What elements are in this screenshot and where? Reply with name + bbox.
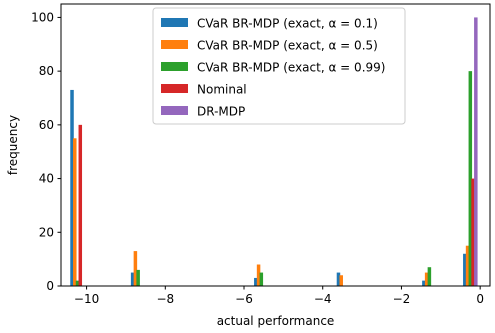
x-tick-label: 0 [476, 292, 484, 306]
bar-series-2-0 [75, 280, 80, 286]
legend: CVaR BR-MDP (exact, α = 0.1) CVaR BR-MDP … [152, 7, 406, 125]
x-axis-label: actual performance [217, 314, 335, 328]
y-tick-label: 20 [39, 225, 54, 239]
bar-series-1-0 [73, 138, 77, 286]
bar-series-0-4 [422, 280, 426, 286]
y-tick-label: 60 [39, 118, 54, 132]
y-axis: 0 20 40 60 80 100 [31, 10, 61, 293]
legend-swatch [161, 62, 188, 71]
bar-series-4-0 [474, 17, 478, 287]
bar-series-0-1 [130, 272, 135, 286]
legend-swatch [161, 106, 188, 115]
bar-series-3-1 [471, 178, 475, 286]
legend-label: CVaR BR-MDP (exact, α = 0.5) [197, 39, 378, 53]
bar-series-0-3 [336, 272, 341, 286]
legend-label: Nominal [197, 83, 247, 97]
x-tick-label: −4 [314, 292, 332, 306]
bar-series-2-1 [136, 269, 140, 286]
y-tick-label: 40 [39, 172, 54, 186]
legend-label: CVaR BR-MDP (exact, α = 0.1) [197, 17, 378, 31]
y-tick-label: 80 [39, 64, 54, 78]
bar-series-1-4 [424, 272, 429, 286]
bar-series-1-3 [339, 275, 343, 286]
plot-frame [60, 3, 491, 287]
legend-box [152, 7, 406, 125]
y-tick-label: 0 [46, 279, 54, 293]
legend-label: CVaR BR-MDP (exact, α = 0.99) [197, 61, 385, 75]
x-tick-label: −6 [235, 292, 253, 306]
bar-series-2-2 [259, 272, 264, 286]
bar-series-0-2 [254, 277, 258, 286]
x-axis: −10 −8 −6 −4 −2 0 [74, 286, 484, 306]
bar-series-3-0 [78, 124, 83, 286]
bar-series-1-5 [465, 245, 470, 286]
legend-swatch [161, 84, 188, 93]
bar-series-2-3 [427, 267, 432, 286]
legend-label: DR-MDP [197, 105, 245, 119]
legend-swatch [161, 18, 188, 27]
y-axis-label: frequency [6, 115, 20, 175]
bar-series-1-2 [256, 264, 261, 286]
x-tick-label: −8 [156, 292, 174, 306]
legend-swatch [161, 40, 188, 49]
bar-series-2-4 [468, 71, 473, 286]
bar-series-0-0 [70, 89, 74, 286]
bars-group [70, 17, 478, 287]
y-tick-label: 100 [31, 10, 54, 24]
x-tick-label: −10 [74, 292, 99, 306]
x-tick-label: −2 [393, 292, 411, 306]
bar-series-0-5 [463, 253, 467, 286]
bar-series-1-1 [133, 251, 138, 286]
